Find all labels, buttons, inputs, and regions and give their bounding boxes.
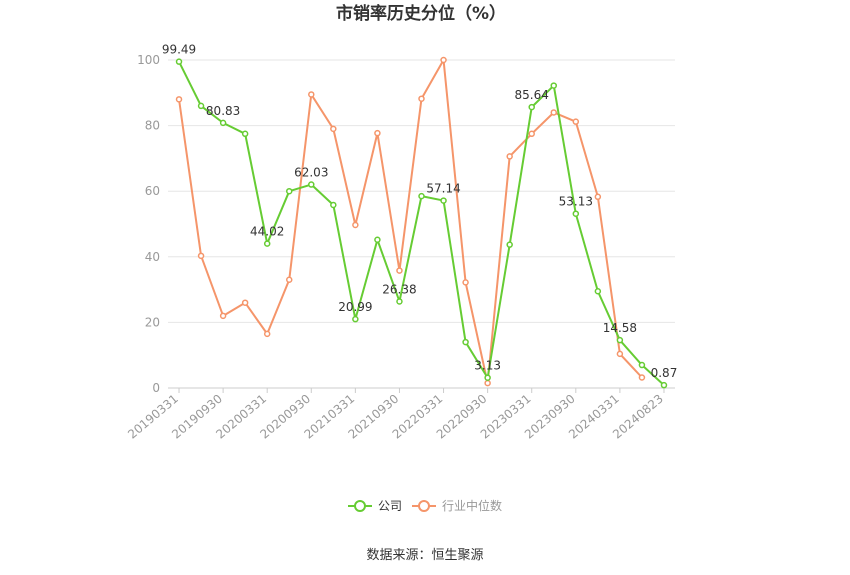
data-point bbox=[374, 236, 381, 243]
data-labels: 99.49 80.83 44.02 62.03 20.99 26.38 57.14 3.13 8… bbox=[162, 43, 677, 380]
data-label: 57.14 bbox=[426, 182, 460, 196]
data-point bbox=[528, 130, 535, 138]
data-label: 26.38 bbox=[382, 282, 416, 296]
data-point bbox=[263, 330, 271, 338]
data-point bbox=[352, 221, 359, 229]
data-point bbox=[440, 56, 447, 64]
data-point bbox=[396, 267, 403, 274]
data-point bbox=[219, 119, 227, 127]
data-label: 62.03 bbox=[294, 166, 328, 180]
data-point bbox=[175, 58, 183, 65]
data-point bbox=[241, 130, 249, 138]
data-point bbox=[594, 287, 602, 295]
data-point bbox=[616, 350, 624, 358]
data-point bbox=[197, 102, 205, 110]
legend-label: 公司 bbox=[378, 499, 402, 513]
data-point bbox=[418, 192, 425, 200]
data-point bbox=[308, 181, 315, 188]
data-label: 99.49 bbox=[162, 43, 196, 57]
data-point bbox=[285, 276, 293, 284]
data-point bbox=[263, 240, 271, 247]
grid-lines bbox=[168, 59, 675, 389]
y-tick-label: 0 bbox=[152, 381, 160, 395]
y-axis-ticks: 0 20 40 60 80 100 bbox=[137, 53, 160, 395]
chart-title: 市销率历史分位（%） bbox=[336, 3, 506, 24]
data-point bbox=[197, 252, 205, 260]
y-tick-label: 100 bbox=[137, 53, 160, 67]
data-label: 80.83 bbox=[206, 104, 240, 118]
data-point bbox=[330, 125, 337, 133]
data-label: 0.87 bbox=[651, 366, 678, 380]
legend-swatch-marker bbox=[354, 500, 366, 512]
data-point bbox=[440, 197, 447, 204]
data-point bbox=[572, 118, 580, 125]
series-company bbox=[175, 58, 668, 389]
data-point bbox=[638, 374, 646, 381]
data-point bbox=[462, 338, 469, 346]
data-point bbox=[638, 361, 646, 369]
legend: 公司 行业中位数 bbox=[348, 498, 502, 513]
data-point bbox=[308, 91, 315, 98]
data-label: 3.13 bbox=[474, 359, 501, 373]
data-point bbox=[572, 210, 580, 217]
legend-item-company: 公司 bbox=[348, 499, 402, 513]
data-label: 14.58 bbox=[603, 321, 637, 335]
data-point bbox=[418, 95, 425, 102]
series-layer bbox=[175, 56, 668, 389]
data-point bbox=[550, 82, 558, 89]
data-point bbox=[175, 96, 183, 103]
data-point bbox=[241, 299, 249, 306]
y-tick-label: 40 bbox=[145, 250, 160, 264]
data-label: 20.99 bbox=[338, 300, 372, 314]
data-point bbox=[528, 103, 535, 111]
source-note: 数据来源：恒生聚源 bbox=[366, 548, 483, 563]
legend-label: 行业中位数 bbox=[442, 498, 502, 513]
data-point bbox=[285, 187, 293, 195]
data-label: 44.02 bbox=[250, 225, 284, 239]
y-tick-label: 60 bbox=[145, 184, 160, 198]
data-point bbox=[506, 153, 513, 160]
series-line bbox=[178, 61, 665, 386]
series-industry-median bbox=[175, 56, 646, 387]
data-point bbox=[594, 193, 602, 201]
legend-swatch-marker bbox=[418, 500, 430, 512]
data-label: 85.64 bbox=[515, 88, 549, 102]
data-point bbox=[484, 379, 491, 387]
data-point bbox=[616, 336, 624, 344]
series-line bbox=[178, 59, 643, 385]
data-point bbox=[396, 298, 403, 305]
data-point bbox=[352, 315, 359, 323]
data-point bbox=[660, 381, 668, 389]
data-point bbox=[330, 201, 337, 209]
y-tick-label: 20 bbox=[145, 315, 160, 329]
data-point bbox=[550, 109, 558, 116]
data-point bbox=[374, 129, 381, 137]
data-point bbox=[484, 374, 491, 381]
data-point bbox=[219, 312, 227, 320]
data-point bbox=[506, 241, 513, 248]
x-axis: 2019033120190930202003312020093020210331… bbox=[125, 387, 675, 442]
data-point bbox=[462, 279, 469, 286]
legend-item-industry-median: 行业中位数 bbox=[412, 498, 502, 513]
data-label: 53.13 bbox=[559, 195, 593, 209]
y-tick-label: 80 bbox=[145, 119, 160, 133]
